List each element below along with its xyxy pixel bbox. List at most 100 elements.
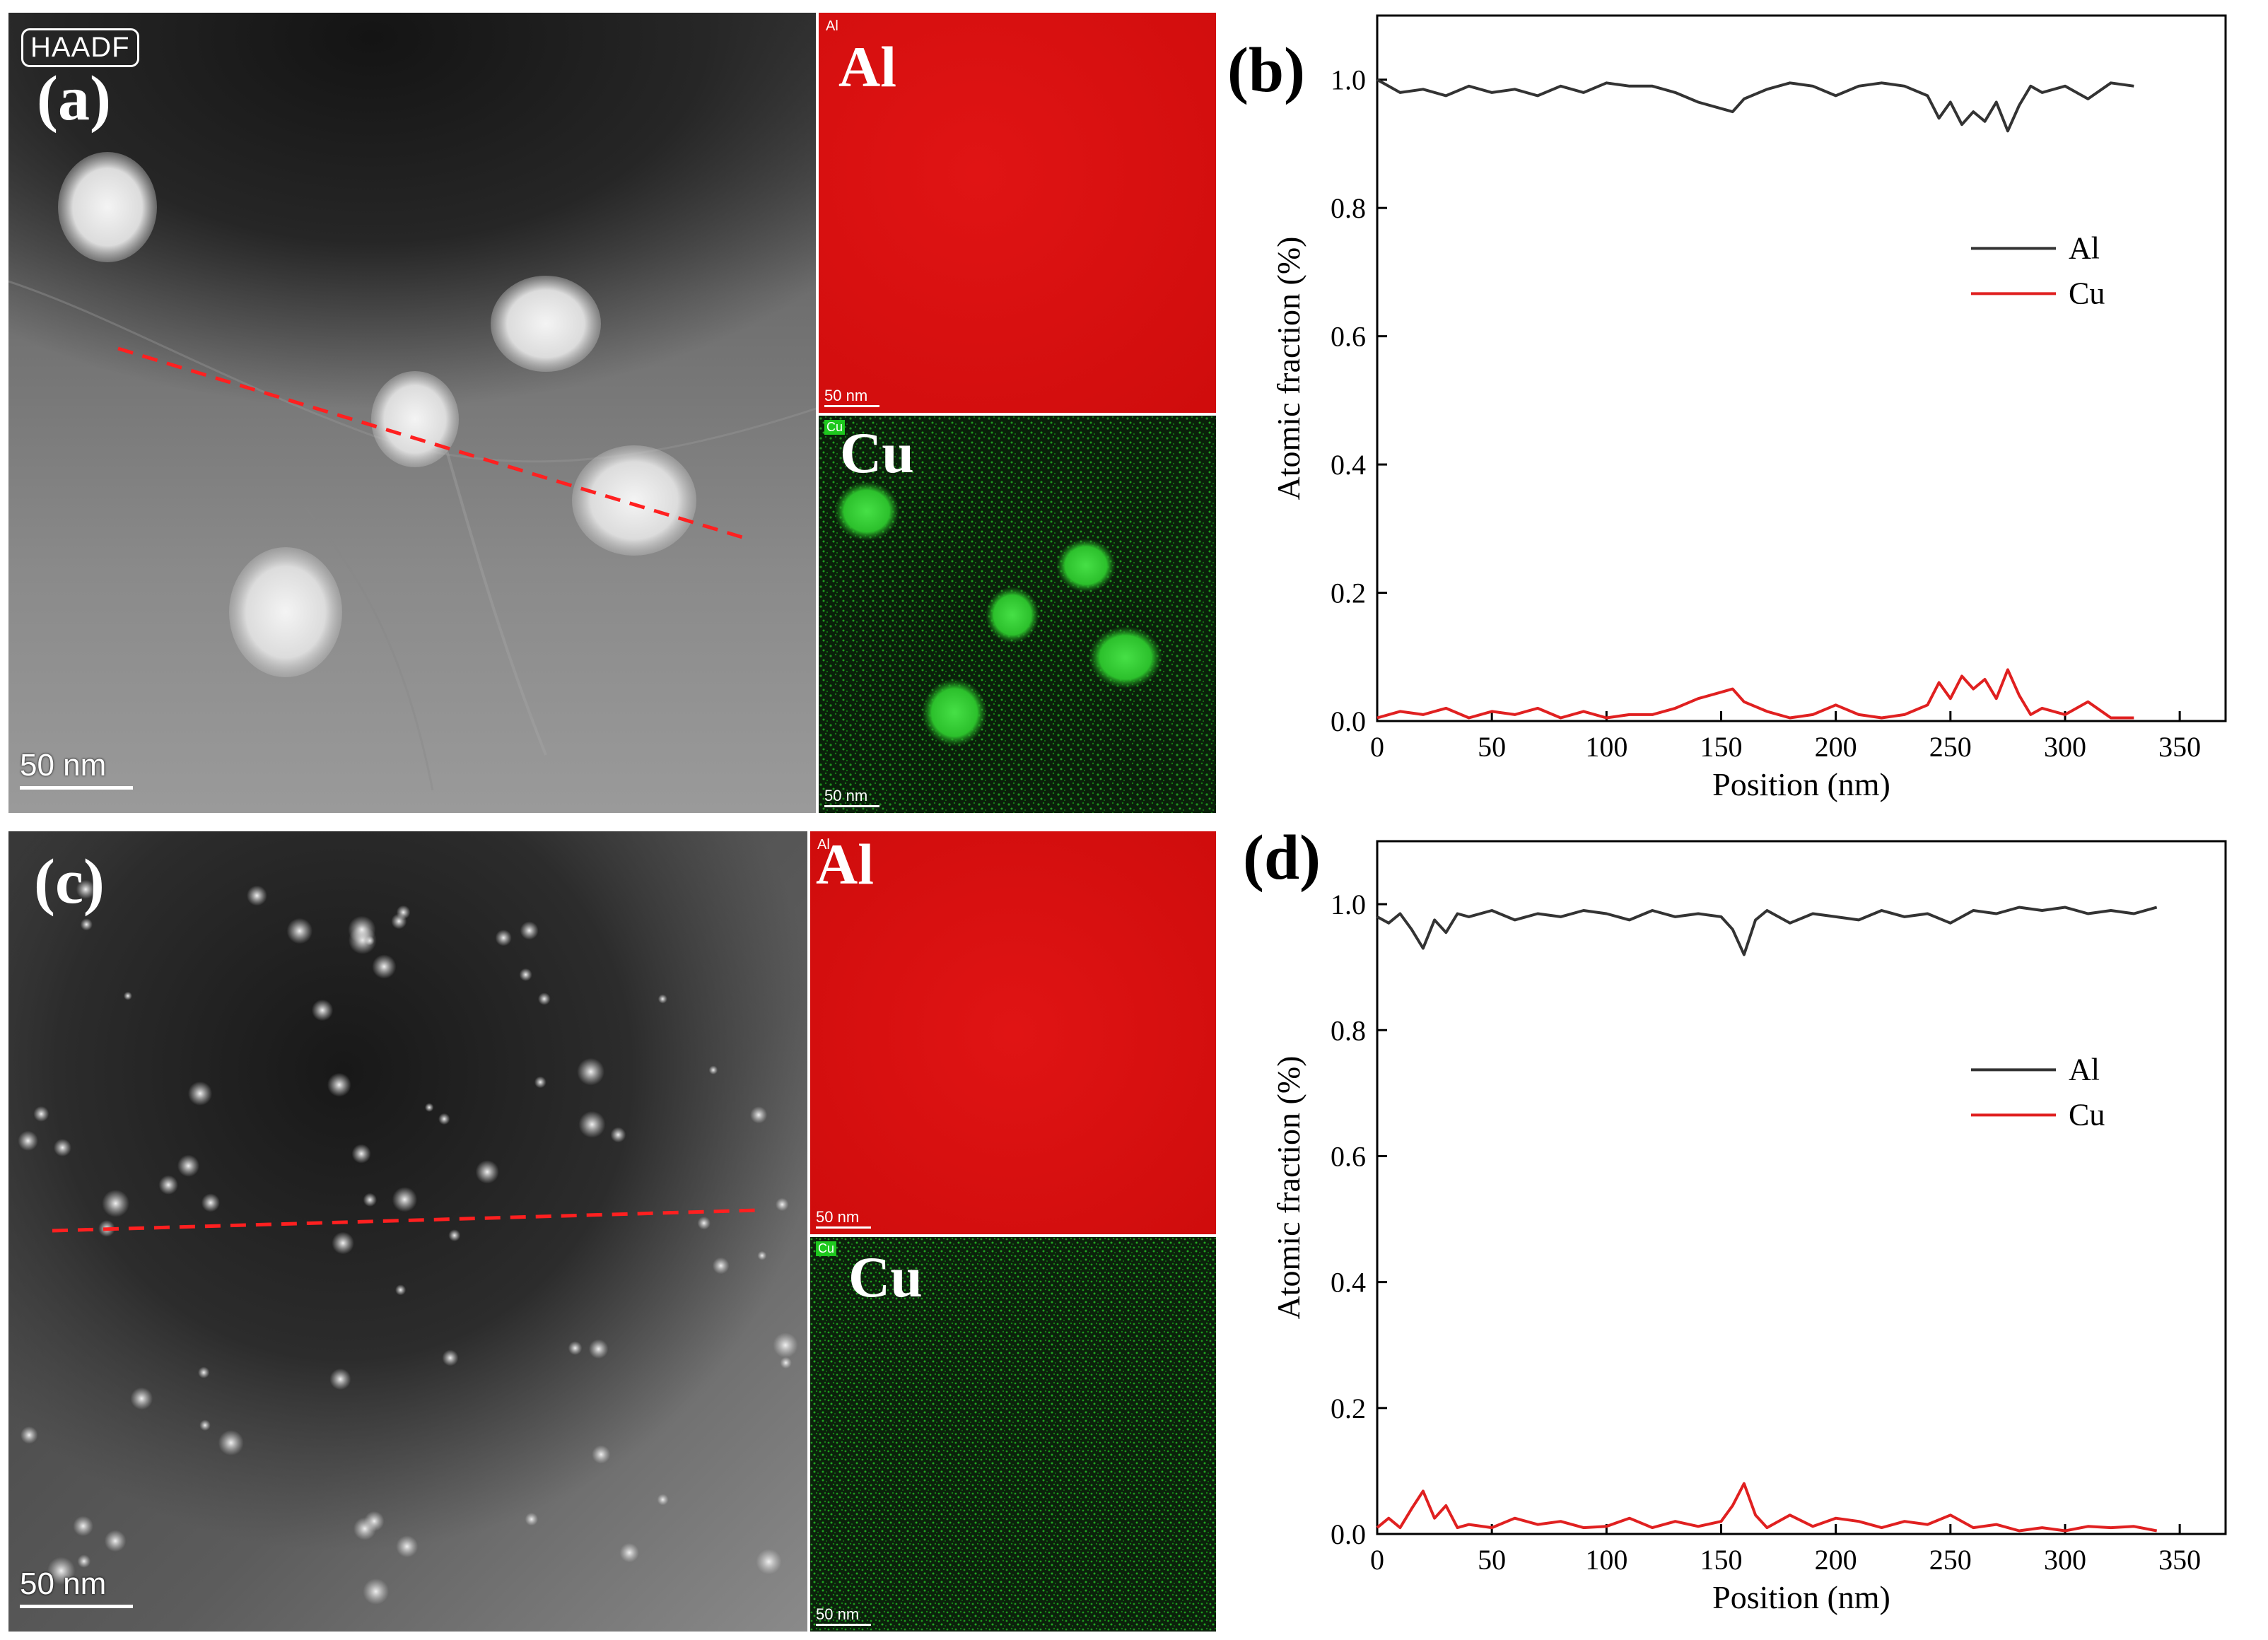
x-tick-label: 350 xyxy=(2158,1544,2201,1576)
precipitate-dot xyxy=(392,1187,418,1212)
precipitate-dot xyxy=(657,994,667,1004)
element-label: Al xyxy=(838,35,896,99)
scan-line-a xyxy=(117,346,750,541)
cu-cluster xyxy=(834,481,899,541)
cu-cluster xyxy=(986,587,1039,643)
precipitate-dot xyxy=(372,954,397,979)
map-scale-bar: 50 nm xyxy=(824,787,879,807)
haadf-image-a xyxy=(8,13,816,813)
x-tick-label: 150 xyxy=(1700,1544,1742,1576)
precipitate-dot xyxy=(495,930,512,947)
y-tick-label: 0.8 xyxy=(1331,1014,1366,1046)
y-tick-label: 0.4 xyxy=(1331,1267,1366,1299)
scale-bar-c: 50 nm xyxy=(20,1566,133,1608)
chart-svg-b: 0 50 100 150 200 250 300 350 0.0 0.2 0.4 0.6 0.8 1.0 P… xyxy=(1270,14,2227,802)
panel-label-a: (a) xyxy=(37,64,111,134)
precipitate-dot xyxy=(327,1072,351,1097)
fine-precipitates xyxy=(18,879,798,1605)
precipitate-dot xyxy=(33,1106,49,1122)
scale-bar-label: 50 nm xyxy=(816,1208,860,1226)
y-axis-label: Atomic fraction (%) xyxy=(1270,237,1307,500)
scale-bar-line xyxy=(824,405,879,407)
precipitate xyxy=(572,445,696,556)
precipitate-dot xyxy=(438,1113,450,1125)
map-scale-bar: 50 nm xyxy=(824,387,879,407)
y-tick-label: 0.6 xyxy=(1331,321,1366,353)
precipitate-dot xyxy=(123,991,132,1000)
scale-bar-label: 50 nm xyxy=(20,1566,107,1601)
precipitate-dot xyxy=(177,1154,200,1177)
precipitate-dot xyxy=(657,1494,669,1506)
precipitate xyxy=(58,152,157,262)
y-tick-label: 0.0 xyxy=(1331,1518,1366,1550)
precipitate-dot xyxy=(756,1549,782,1575)
x-tick-label: 150 xyxy=(1700,731,1742,763)
map-tag: Cu xyxy=(816,1241,837,1256)
x-tick-label: 300 xyxy=(2044,731,2086,763)
precipitate-dot xyxy=(329,1368,351,1390)
y-tick-label: 0.2 xyxy=(1331,578,1366,609)
y-tick-label: 0.4 xyxy=(1331,449,1366,481)
chart-svg-d: 0 50 100 150 200 250 300 350 0.0 0.2 0.4 0.6 0.8 1.0 P… xyxy=(1270,840,2227,1615)
cu-map-image-c xyxy=(810,1237,1216,1632)
precipitate-dot xyxy=(750,1106,768,1124)
x-tick-label: 50 xyxy=(1478,1544,1506,1576)
precipitate-dot xyxy=(712,1257,730,1275)
precipitate-dot xyxy=(363,1193,377,1207)
precipitate-dot xyxy=(578,1111,606,1138)
legend-label-al: Al xyxy=(2069,1052,2100,1086)
line-scan-plot-d: 0 50 100 150 200 250 300 350 0.0 0.2 0.4 0.6 0.8 1.0 P… xyxy=(1223,821,2268,1640)
x-tick-label: 300 xyxy=(2044,1544,2086,1576)
precipitate-dot xyxy=(73,1516,93,1537)
precipitate-dot xyxy=(619,1542,639,1563)
x-tick-label: 0 xyxy=(1370,1544,1384,1576)
precipitate-dot xyxy=(351,1144,371,1164)
series-line-cu xyxy=(1376,1482,2158,1533)
element-label: Cu xyxy=(848,1245,923,1309)
precipitate-dot xyxy=(442,1349,459,1366)
precipitate xyxy=(229,547,342,677)
scale-bar-line xyxy=(816,1226,871,1229)
precipitate-dot xyxy=(577,1058,604,1086)
precipitate-dot xyxy=(776,1197,789,1212)
precipitate xyxy=(371,371,459,467)
line-scan-plot-b: 0 50 100 150 200 250 300 350 0.0 0.2 0.4 0.6 0.8 1.0 P… xyxy=(1223,0,2268,820)
precipitate-dot xyxy=(199,1419,211,1431)
precipitate-dot xyxy=(130,1387,153,1410)
legend-label-al: Al xyxy=(2069,230,2100,265)
haadf-image-c xyxy=(8,831,807,1632)
series-line-al xyxy=(1376,906,2158,956)
x-tick-label: 100 xyxy=(1585,731,1627,763)
precipitate-dot xyxy=(780,1357,792,1369)
precipitate-dot xyxy=(520,921,539,940)
cu-map-image-a xyxy=(819,416,1216,813)
precipitate-dot xyxy=(424,1103,434,1112)
panel-label-d: (d) xyxy=(1243,823,1321,893)
scale-bar-label: 50 nm xyxy=(20,748,107,783)
precipitate-dot xyxy=(396,1535,419,1558)
scale-bar-label: 50 nm xyxy=(824,387,868,404)
precipitate-dot xyxy=(218,1430,244,1456)
precipitate-dot xyxy=(588,1339,609,1359)
precipitate-dot xyxy=(475,1160,499,1184)
y-tick-label: 1.0 xyxy=(1331,64,1366,96)
detector-label: HAADF xyxy=(21,28,139,67)
eds-map-al-c: Al Al 50 nm xyxy=(810,831,1216,1234)
x-tick-label: 100 xyxy=(1585,1544,1627,1576)
x-tick-label: 50 xyxy=(1478,731,1506,763)
precipitate-dot xyxy=(534,1076,546,1089)
plot-frame xyxy=(1376,14,2227,722)
y-tick-label: 0.0 xyxy=(1331,705,1366,737)
precipitate-dot xyxy=(158,1175,178,1195)
eds-map-cu-c: Cu Cu 50 nm xyxy=(810,1237,1216,1632)
precipitate-dot xyxy=(610,1127,626,1143)
precipitate-dot xyxy=(348,915,376,944)
precipitate-dot xyxy=(76,879,95,899)
precipitate-dot xyxy=(568,1341,583,1355)
precipitate-dot xyxy=(363,1578,390,1605)
precipitate-dot xyxy=(332,1231,354,1255)
precipitate-dot xyxy=(187,1081,213,1106)
map-tag: Al xyxy=(826,18,838,34)
precipitate-dot xyxy=(47,1557,76,1585)
precipitate-dot xyxy=(391,913,407,930)
